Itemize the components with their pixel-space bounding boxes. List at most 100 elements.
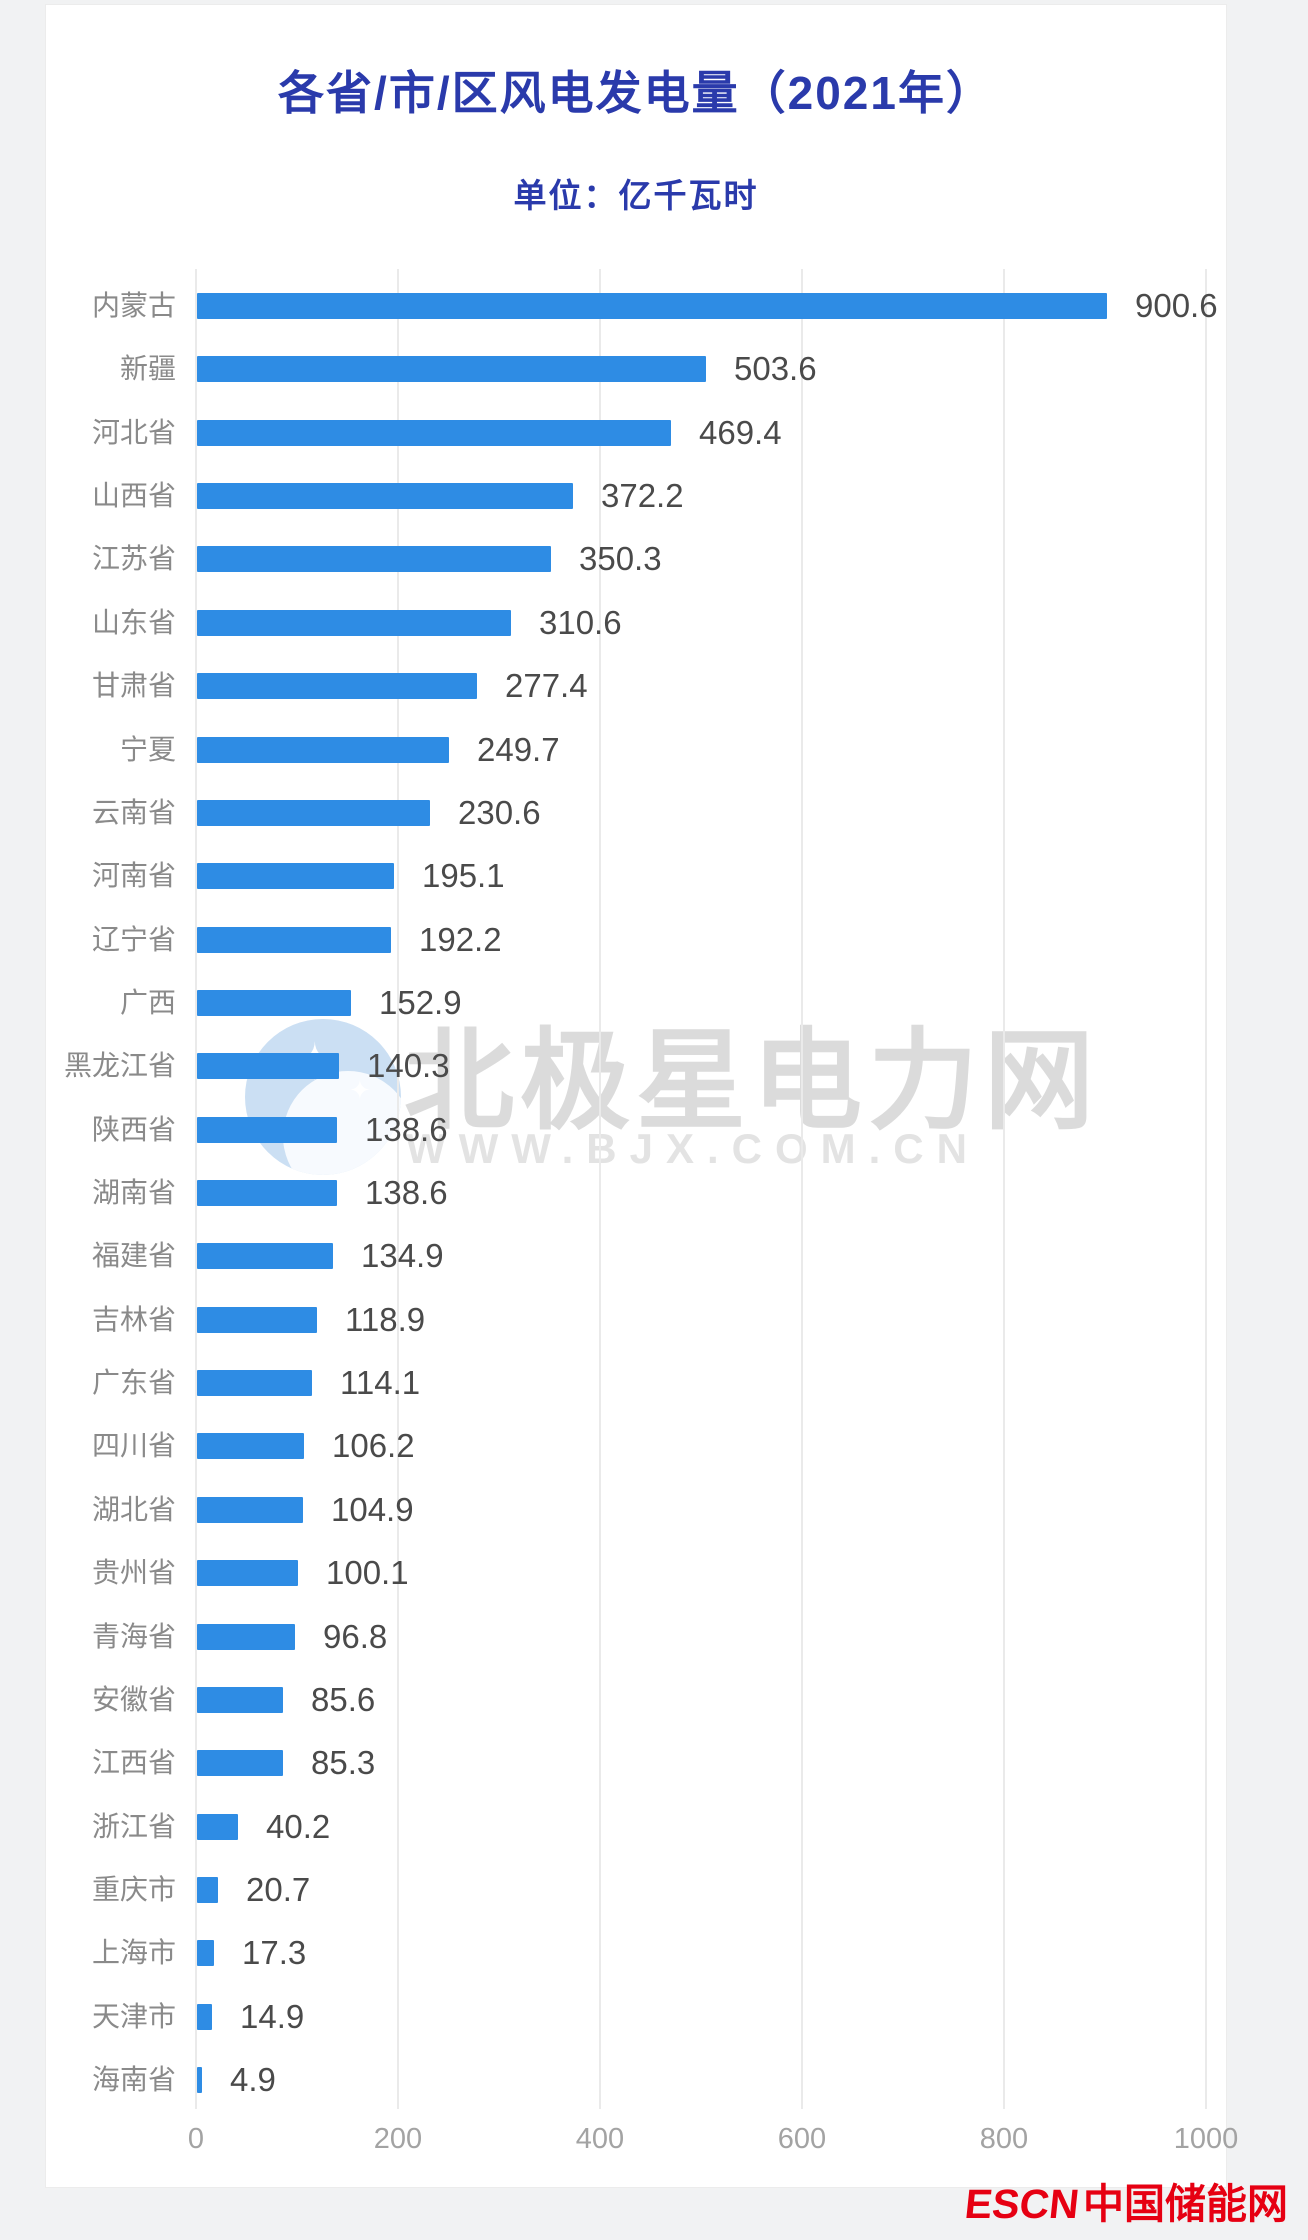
bar-row: 四川省 106.2 (46, 1429, 1226, 1463)
category-label: 福建省 (91, 1240, 176, 1271)
category-label: 上海市 (91, 1937, 176, 1968)
bar-row: 吉林省 118.9 (46, 1303, 1226, 1337)
bar-row: 陕西省 138.6 (46, 1113, 1226, 1147)
bar-row: 河南省 195.1 (46, 859, 1226, 893)
x-tick-label: 800 (979, 2123, 1029, 2155)
category-label: 重庆市 (91, 1874, 176, 1905)
bar (197, 1370, 312, 1396)
category-label: 广西 (119, 987, 176, 1018)
bar-row: 广西 152.9 (46, 986, 1226, 1020)
value-label: 100.1 (326, 1554, 409, 1591)
gridline-x-400 (599, 269, 601, 2109)
category-label: 四川省 (91, 1430, 176, 1461)
value-label: 96.8 (323, 1618, 388, 1655)
chart-title: 各省/市/区风电发电量（2021年） (278, 67, 994, 119)
category-label: 吉林省 (91, 1304, 176, 1335)
value-label: 249.7 (477, 731, 560, 768)
bar-row: 贵州省 100.1 (46, 1556, 1226, 1590)
bar (197, 1497, 303, 1523)
bar-row: 广东省 114.1 (46, 1366, 1226, 1400)
value-label: 372.2 (601, 477, 684, 514)
category-label: 贵州省 (91, 1557, 176, 1588)
category-label: 黑龙江省 (63, 1050, 176, 1081)
bar (197, 737, 449, 763)
bjx-logo-icon: ✦ ✦ (245, 1019, 401, 1175)
category-label: 河北省 (91, 417, 176, 448)
category-label: 湖南省 (91, 1177, 176, 1208)
bar (197, 1624, 295, 1650)
bar-row: 黑龙江省 140.3 (46, 1049, 1226, 1083)
category-label: 广东省 (91, 1367, 176, 1398)
bar (197, 1053, 339, 1079)
bar-row: 浙江省 40.2 (46, 1810, 1226, 1844)
value-label: 230.6 (458, 794, 541, 831)
category-label: 湖北省 (91, 1494, 176, 1525)
escn-stamp: ESCN中国储能网 (962, 2170, 1288, 2230)
bar-row: 海南省 4.9 (46, 2063, 1226, 2097)
bar (197, 420, 671, 446)
value-label: 140.3 (367, 1047, 450, 1084)
bar (197, 1814, 238, 1840)
gridline-x-800 (1003, 269, 1005, 2109)
bar (197, 1560, 298, 1586)
chart-card: 各省/市/区风电发电量（2021年） 单位：亿千瓦时 ✦ ✦ 北极星电力网 WW… (45, 4, 1238, 2188)
category-label: 江苏省 (91, 543, 176, 574)
bar-row: 江苏省 350.3 (46, 542, 1226, 576)
value-label: 104.9 (331, 1491, 414, 1528)
category-label: 青海省 (91, 1621, 176, 1652)
bar (197, 927, 391, 953)
chart-unit-subtitle: 单位：亿千瓦时 (513, 177, 759, 214)
bar (197, 2004, 212, 2030)
bar-row: 新疆 503.6 (46, 352, 1226, 386)
bar (197, 1877, 218, 1903)
bar (197, 2067, 202, 2093)
bar (197, 990, 351, 1016)
value-label: 40.2 (266, 1808, 331, 1845)
category-label: 江西省 (91, 1747, 176, 1778)
value-label: 503.6 (734, 350, 817, 387)
category-label: 安徽省 (91, 1684, 176, 1715)
category-label: 浙江省 (91, 1811, 176, 1842)
value-label: 277.4 (505, 667, 588, 704)
x-tick-label: 600 (777, 2123, 827, 2155)
bar (197, 1307, 317, 1333)
value-label: 114.1 (340, 1364, 421, 1401)
bar-row: 甘肃省 277.4 (46, 669, 1226, 703)
value-label: 469.4 (699, 414, 782, 451)
category-label: 云南省 (91, 797, 176, 828)
category-label: 甘肃省 (91, 670, 176, 701)
bar-row: 宁夏 249.7 (46, 733, 1226, 767)
x-tick-label: 1000 (1173, 2123, 1239, 2155)
gridline-x-1000 (1205, 269, 1207, 2109)
category-label: 海南省 (91, 2064, 176, 2095)
value-label: 85.6 (311, 1681, 376, 1718)
value-label: 350.3 (579, 540, 662, 577)
category-label: 天津市 (91, 2001, 176, 2032)
escn-logo-text: ESCN (962, 2181, 1082, 2227)
value-label: 4.9 (230, 2061, 276, 2098)
category-label: 新疆 (119, 353, 176, 384)
value-label: 14.9 (240, 1998, 305, 2035)
bar (197, 1243, 333, 1269)
bar-row: 内蒙古 900.6 (46, 289, 1226, 323)
bar-row: 江西省 85.3 (46, 1746, 1226, 1780)
bar (197, 546, 551, 572)
bar-row: 重庆市 20.7 (46, 1873, 1226, 1907)
value-label: 20.7 (246, 1871, 311, 1908)
value-label: 310.6 (539, 604, 622, 641)
bar-row: 云南省 230.6 (46, 796, 1226, 830)
x-tick-label: 0 (187, 2123, 205, 2155)
bar-row: 天津市 14.9 (46, 2000, 1226, 2034)
bar (197, 1940, 214, 1966)
value-label: 134.9 (361, 1237, 444, 1274)
category-label: 辽宁省 (91, 924, 176, 955)
bar-row: 山西省 372.2 (46, 479, 1226, 513)
bar (197, 863, 394, 889)
watermark: ✦ ✦ 北极星电力网 WWW.BJX.COM.CN (46, 5, 1226, 2187)
value-label: 85.3 (311, 1744, 376, 1781)
bar (197, 1687, 283, 1713)
value-label: 192.2 (419, 921, 502, 958)
value-label: 138.6 (365, 1111, 448, 1148)
category-label: 山西省 (91, 480, 176, 511)
